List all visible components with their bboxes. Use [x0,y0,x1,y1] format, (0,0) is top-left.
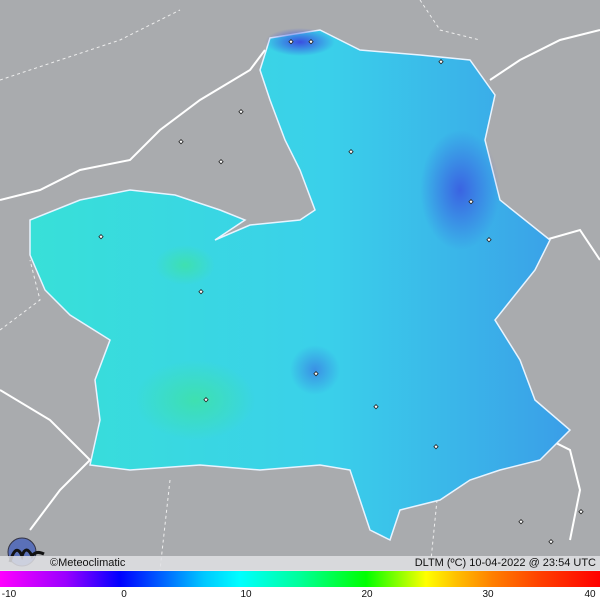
temperature-map [0,0,600,570]
map-caption: DLTM (ºC) 10-04-2022 @ 23:54 UTC [415,556,596,571]
province-borders [0,0,481,570]
tick-label: 30 [482,589,494,600]
color-scale-ticks: -10 0 10 20 30 40 [0,587,600,607]
tick-label: 0 [121,589,127,600]
station-markers [98,39,584,545]
credit-text: ©Meteoclimatic [50,557,126,569]
color-scale-bar [0,571,600,587]
tick-label: 10 [240,589,252,600]
region-borders [0,29,600,541]
info-bar: ©Meteoclimatic DLTM (ºC) 10-04-2022 @ 23… [0,556,600,571]
timestamp: 10-04-2022 @ 23:54 UTC [469,557,596,569]
tick-label: 20 [361,589,373,600]
variable-label: DLTM (ºC) [414,557,467,569]
tick-label: -10 [1,589,17,600]
tick-label: 40 [584,589,596,600]
